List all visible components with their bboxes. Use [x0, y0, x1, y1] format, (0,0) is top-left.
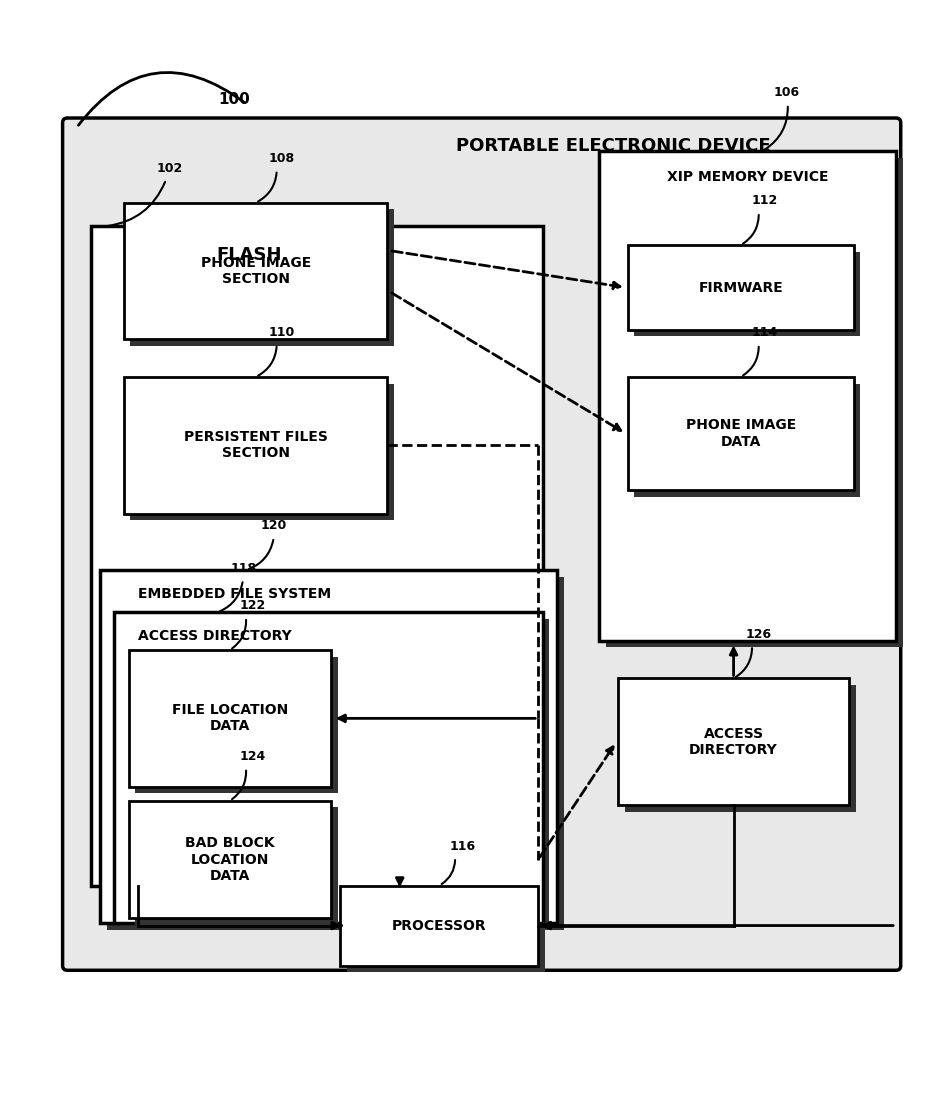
- Text: 122: 122: [240, 599, 266, 612]
- Text: FLASH: FLASH: [216, 246, 281, 263]
- Bar: [618, 679, 849, 806]
- Text: 126: 126: [745, 627, 771, 640]
- Text: 118: 118: [230, 562, 256, 575]
- Bar: [114, 612, 543, 924]
- Text: XIP MEMORY DEVICE: XIP MEMORY DEVICE: [666, 171, 828, 185]
- Bar: [91, 226, 543, 885]
- Text: BAD BLOCK
LOCATION
DATA: BAD BLOCK LOCATION DATA: [185, 836, 275, 883]
- Bar: [346, 892, 545, 972]
- Bar: [625, 685, 855, 812]
- Text: 106: 106: [773, 86, 800, 99]
- Text: ACCESS
DIRECTORY: ACCESS DIRECTORY: [689, 727, 778, 757]
- Text: 114: 114: [751, 327, 778, 339]
- Text: 108: 108: [269, 152, 295, 165]
- FancyBboxPatch shape: [62, 118, 901, 971]
- Text: 102: 102: [157, 162, 183, 175]
- Text: FIRMWARE: FIRMWARE: [698, 281, 783, 294]
- Bar: [135, 657, 337, 794]
- Text: PROCESSOR: PROCESSOR: [392, 918, 486, 932]
- Bar: [628, 377, 853, 490]
- Bar: [130, 384, 394, 520]
- Bar: [599, 151, 896, 640]
- Text: FILE LOCATION
DATA: FILE LOCATION DATA: [172, 703, 288, 733]
- Bar: [130, 210, 394, 345]
- Bar: [128, 650, 330, 787]
- Text: 110: 110: [269, 327, 295, 339]
- Bar: [100, 571, 557, 924]
- Text: PHONE IMAGE
DATA: PHONE IMAGE DATA: [685, 419, 796, 448]
- Text: 112: 112: [751, 195, 778, 208]
- Text: ACCESS DIRECTORY: ACCESS DIRECTORY: [138, 628, 292, 643]
- Bar: [633, 251, 860, 337]
- Bar: [121, 619, 549, 930]
- Bar: [107, 577, 564, 930]
- Text: EMBEDDED FILE SYSTEM: EMBEDDED FILE SYSTEM: [138, 587, 331, 600]
- Text: 100: 100: [218, 92, 249, 107]
- Bar: [124, 203, 387, 339]
- Text: 124: 124: [240, 750, 266, 763]
- Text: 116: 116: [449, 839, 475, 853]
- Bar: [633, 384, 860, 496]
- Bar: [340, 885, 538, 965]
- Bar: [606, 157, 902, 647]
- Text: PORTABLE ELECTRONIC DEVICE: PORTABLE ELECTRONIC DEVICE: [456, 138, 770, 155]
- Text: 120: 120: [260, 519, 286, 532]
- Bar: [128, 801, 330, 918]
- Text: PERSISTENT FILES
SECTION: PERSISTENT FILES SECTION: [184, 431, 328, 460]
- Bar: [135, 808, 337, 925]
- Text: PHONE IMAGE
SECTION: PHONE IMAGE SECTION: [200, 256, 311, 286]
- Bar: [124, 377, 387, 514]
- Bar: [628, 245, 853, 330]
